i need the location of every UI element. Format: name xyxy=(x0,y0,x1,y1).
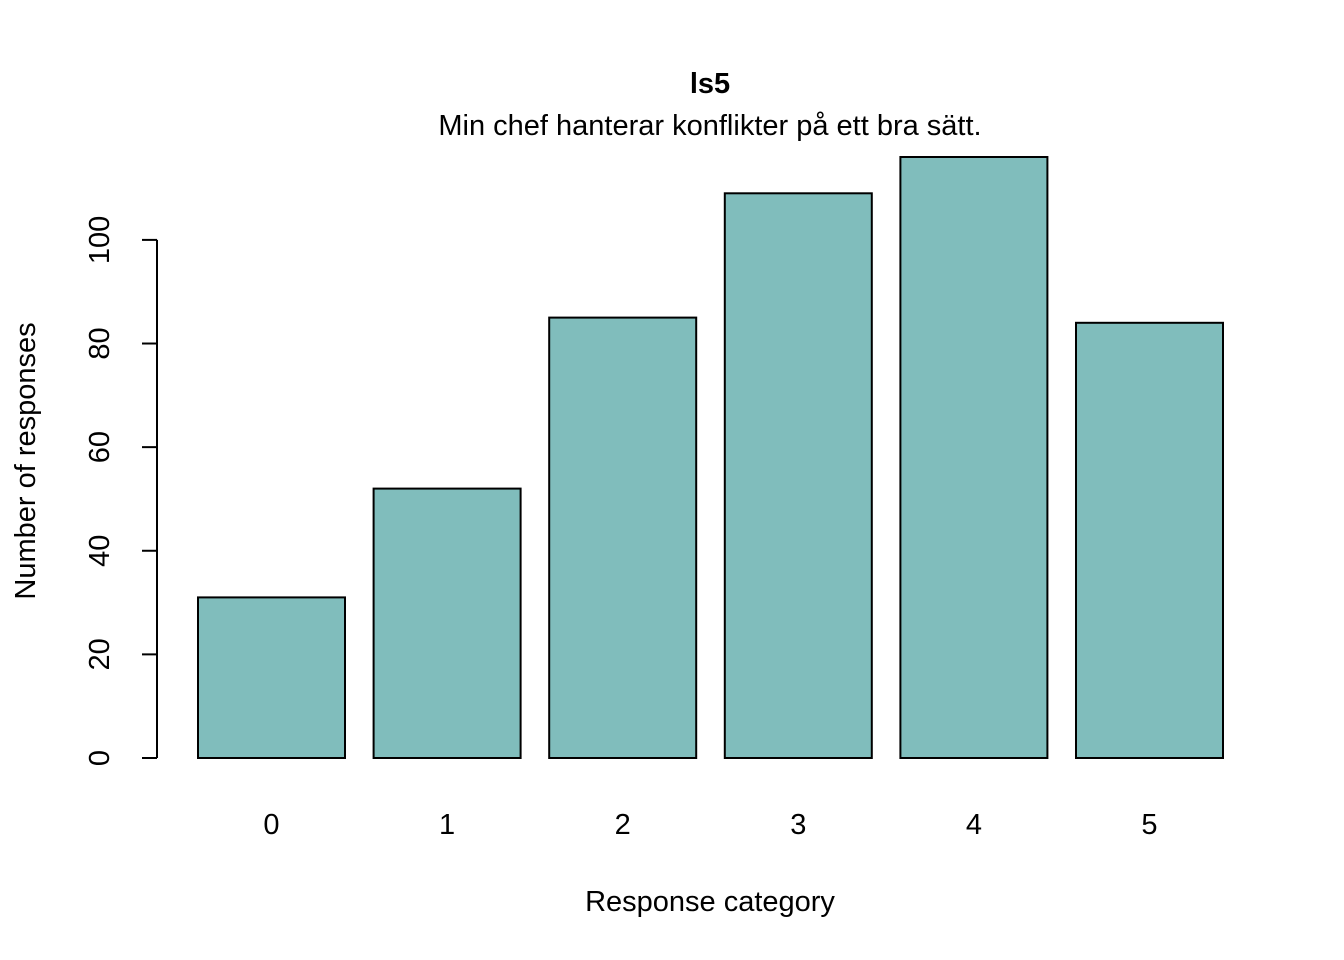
x-axis-label: Response category xyxy=(585,886,835,918)
y-tick-label-80: 80 xyxy=(84,327,116,359)
y-tick-label-40: 40 xyxy=(84,535,116,567)
x-tick-label-3: 3 xyxy=(790,809,806,841)
x-tick-label-0: 0 xyxy=(263,809,279,841)
y-axis-label: Number of responses xyxy=(10,322,42,599)
y-axis-ticks: 0 20 40 60 80 100 xyxy=(84,216,157,766)
y-tick-label-100: 100 xyxy=(84,216,116,264)
y-tick-label-0: 0 xyxy=(84,750,116,766)
chart-subtitle: Min chef hanterar konflikter på ett bra … xyxy=(438,110,981,142)
bar-4 xyxy=(899,156,1049,759)
bar-1 xyxy=(372,487,522,759)
x-tick-label-1: 1 xyxy=(439,809,455,841)
chart-title: ls5 xyxy=(690,68,730,100)
bar-3 xyxy=(723,192,873,760)
y-tick-label-20: 20 xyxy=(84,638,116,670)
y-tick-label-60: 60 xyxy=(84,431,116,463)
x-tick-label-4: 4 xyxy=(966,809,982,841)
x-tick-label-5: 5 xyxy=(1141,809,1157,841)
bar-2 xyxy=(548,316,698,759)
bar-0 xyxy=(197,596,346,760)
x-tick-label-2: 2 xyxy=(615,809,631,841)
x-axis-tick-labels: 0 1 2 3 4 5 xyxy=(263,809,1157,841)
bars-group xyxy=(197,156,1224,760)
bar-5 xyxy=(1075,321,1224,759)
